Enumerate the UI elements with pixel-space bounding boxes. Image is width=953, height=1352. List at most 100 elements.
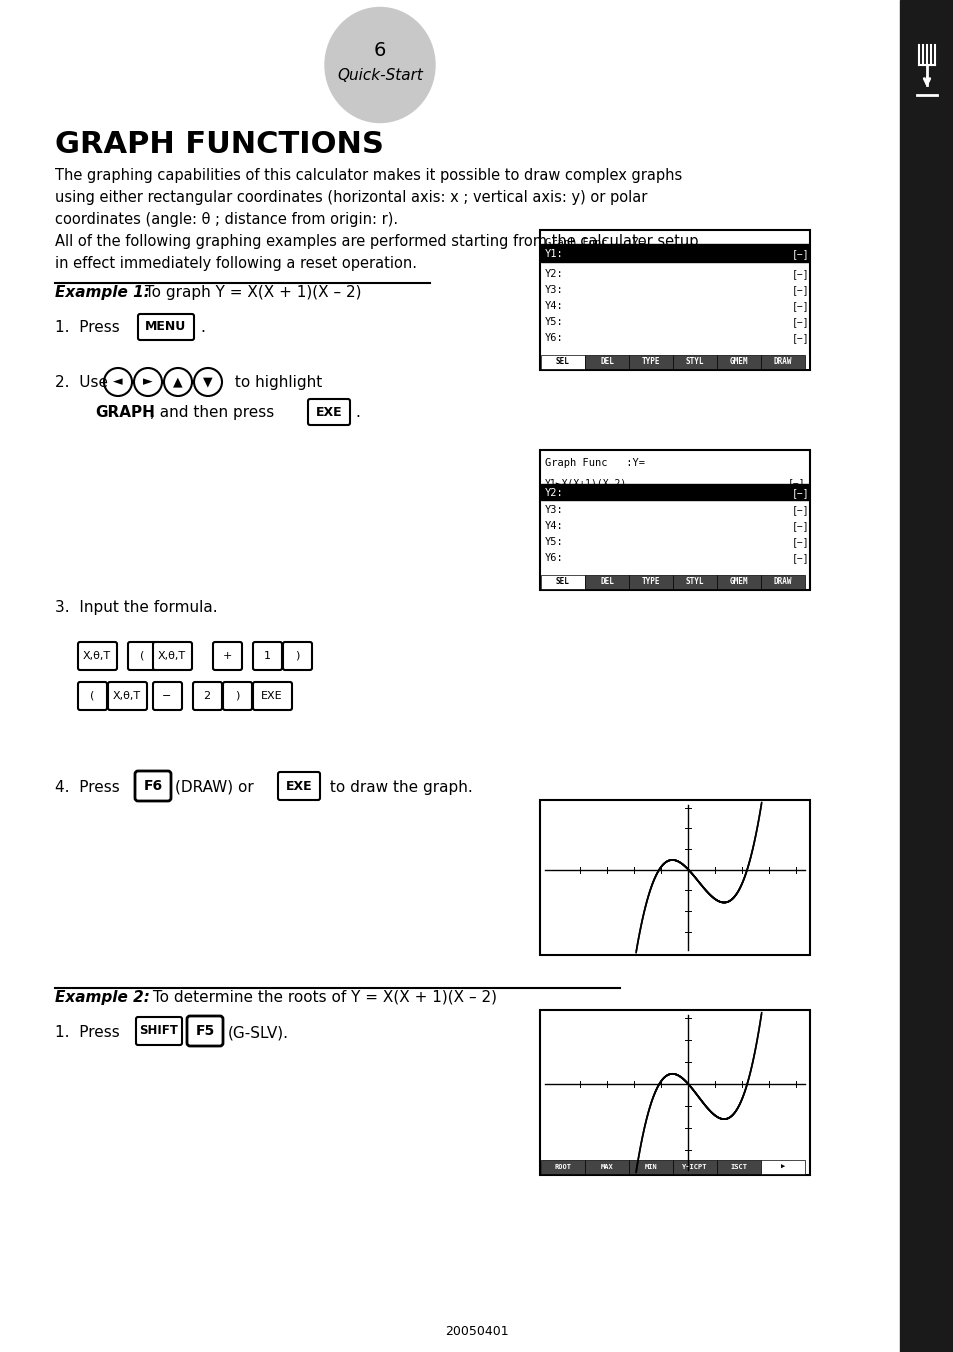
Text: −: − <box>162 691 172 700</box>
Text: [−]: [−] <box>791 285 809 295</box>
Text: SHIFT: SHIFT <box>139 1025 178 1037</box>
Bar <box>628 356 672 369</box>
Text: [−]: [−] <box>787 479 804 488</box>
FancyBboxPatch shape <box>138 314 193 339</box>
Text: All of the following graphing examples are performed starting from the calculato: All of the following graphing examples a… <box>55 234 698 249</box>
Text: ◄: ◄ <box>113 376 123 388</box>
Bar <box>672 1160 717 1174</box>
Text: SEL: SEL <box>556 577 569 587</box>
Text: , and then press: , and then press <box>150 406 274 420</box>
Text: DEL: DEL <box>599 357 614 366</box>
Text: EXE: EXE <box>315 406 342 419</box>
Bar <box>584 356 628 369</box>
Text: GMEM: GMEM <box>729 357 747 366</box>
Text: Y2:: Y2: <box>544 269 563 279</box>
Text: in effect immediately following a reset operation.: in effect immediately following a reset … <box>55 256 416 270</box>
Text: Y6:: Y6: <box>544 333 563 343</box>
Text: GRAPH FUNCTIONS: GRAPH FUNCTIONS <box>55 130 383 160</box>
Text: Graph Func   :Y=: Graph Func :Y= <box>544 238 644 247</box>
Text: 1: 1 <box>263 652 271 661</box>
Text: To determine the roots of Y = X(X + 1)(X – 2): To determine the roots of Y = X(X + 1)(X… <box>148 990 497 1005</box>
Bar <box>539 450 809 589</box>
Text: .: . <box>200 320 205 335</box>
FancyBboxPatch shape <box>277 772 319 800</box>
Text: 1.  Press: 1. Press <box>55 1025 120 1040</box>
Text: Example 2:: Example 2: <box>55 990 150 1005</box>
Text: (G-SLV).: (G-SLV). <box>228 1025 289 1040</box>
Text: Y4:: Y4: <box>544 521 563 531</box>
Text: MENU: MENU <box>145 320 187 334</box>
FancyBboxPatch shape <box>187 1015 223 1046</box>
Text: [−]: [−] <box>791 553 809 562</box>
Text: 20050401: 20050401 <box>445 1325 508 1338</box>
Ellipse shape <box>325 8 435 123</box>
Text: ▼: ▼ <box>203 376 213 388</box>
Bar <box>539 800 809 955</box>
Text: 4.  Press: 4. Press <box>55 780 120 795</box>
FancyBboxPatch shape <box>78 681 107 710</box>
Text: Y2:: Y2: <box>544 488 563 498</box>
Text: TYPE: TYPE <box>641 357 659 366</box>
Text: Y-ICPT: Y-ICPT <box>681 1164 707 1169</box>
Bar <box>672 356 717 369</box>
Text: Y3:: Y3: <box>544 506 563 515</box>
Text: Y1►X(X+1)(X-2): Y1►X(X+1)(X-2) <box>544 479 626 488</box>
Text: MIN: MIN <box>644 1164 657 1169</box>
Text: The graphing capabilities of this calculator makes it possible to draw complex g: The graphing capabilities of this calcul… <box>55 168 681 183</box>
Bar <box>540 243 808 262</box>
Bar <box>540 484 808 500</box>
Text: [−]: [−] <box>791 333 809 343</box>
Bar <box>628 575 672 589</box>
Text: [−]: [−] <box>791 488 809 498</box>
Text: Y4:: Y4: <box>544 301 563 311</box>
Bar <box>584 575 628 589</box>
Text: ►: ► <box>143 376 152 388</box>
Text: +: + <box>222 652 232 661</box>
Text: STYL: STYL <box>685 357 703 366</box>
Text: to highlight: to highlight <box>230 375 322 389</box>
Text: [−]: [−] <box>791 521 809 531</box>
Text: TYPE: TYPE <box>641 577 659 587</box>
FancyBboxPatch shape <box>253 681 292 710</box>
Text: Y5:: Y5: <box>544 316 563 327</box>
Bar <box>539 1010 809 1175</box>
Text: Y1:: Y1: <box>544 249 563 260</box>
Text: [−]: [−] <box>791 316 809 327</box>
FancyBboxPatch shape <box>283 642 312 671</box>
Bar <box>899 0 953 1352</box>
Bar <box>628 1160 672 1174</box>
Text: [−]: [−] <box>791 249 809 260</box>
Bar <box>540 356 584 369</box>
Text: 2.  Use: 2. Use <box>55 375 108 389</box>
FancyBboxPatch shape <box>152 681 182 710</box>
Text: EXE: EXE <box>261 691 282 700</box>
FancyBboxPatch shape <box>152 642 192 671</box>
FancyBboxPatch shape <box>108 681 147 710</box>
Text: 2: 2 <box>203 691 211 700</box>
Text: To graph Y = X(X + 1)(X – 2): To graph Y = X(X + 1)(X – 2) <box>140 285 361 300</box>
FancyBboxPatch shape <box>135 771 171 800</box>
FancyBboxPatch shape <box>308 399 350 425</box>
Text: ): ) <box>294 652 299 661</box>
Text: DRAW: DRAW <box>773 357 791 366</box>
Text: [−]: [−] <box>791 269 809 279</box>
FancyBboxPatch shape <box>193 681 222 710</box>
Text: Graph Func   :Y=: Graph Func :Y= <box>544 458 644 468</box>
Text: Y5:: Y5: <box>544 537 563 548</box>
Text: coordinates (angle: θ ; distance from origin: r).: coordinates (angle: θ ; distance from or… <box>55 212 397 227</box>
Text: SEL: SEL <box>556 357 569 366</box>
Bar <box>539 230 809 370</box>
Text: MAX: MAX <box>600 1164 613 1169</box>
Bar <box>540 575 584 589</box>
Text: ▲: ▲ <box>173 376 183 388</box>
Text: [−]: [−] <box>791 506 809 515</box>
Bar <box>760 575 804 589</box>
Circle shape <box>193 368 222 396</box>
Text: [−]: [−] <box>791 537 809 548</box>
FancyBboxPatch shape <box>253 642 282 671</box>
Circle shape <box>104 368 132 396</box>
Bar <box>717 356 760 369</box>
Bar <box>760 1160 804 1174</box>
Text: to draw the graph.: to draw the graph. <box>325 780 473 795</box>
Text: X,θ,T: X,θ,T <box>83 652 111 661</box>
